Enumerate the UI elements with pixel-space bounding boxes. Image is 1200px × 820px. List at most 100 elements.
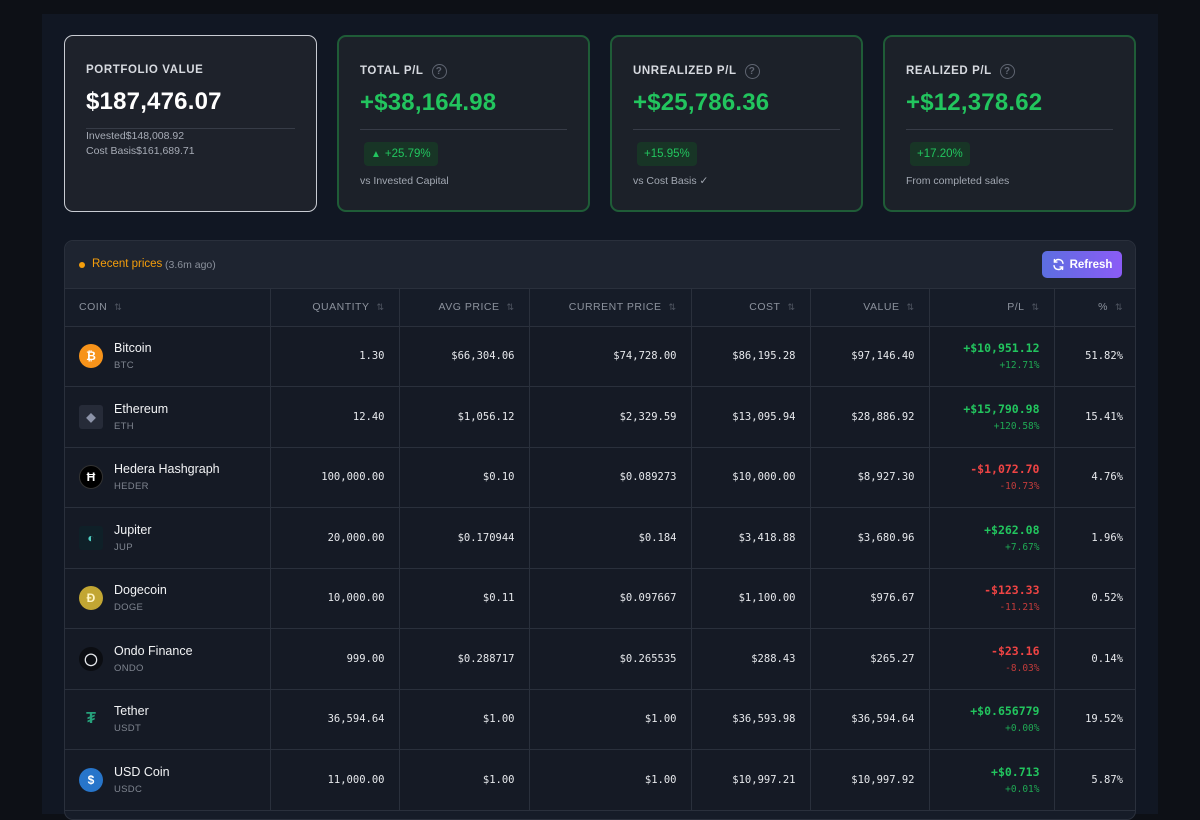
help-icon[interactable]: ?	[999, 63, 1015, 79]
holdings-rows: ₿ Bitcoin BTC 1.30 $66,304.06 $74,728.00 $86,1…	[65, 326, 1135, 811]
cost-cell: $288.43	[691, 628, 811, 690]
table-row[interactable]: ◯ Ondo Finance ONDO 999.00 $0.288717 $0.26553…	[65, 628, 1135, 690]
allocation-percent-cell: 1.96%	[1054, 507, 1135, 569]
table-row[interactable]: ◐ Jupiter JUP 20,000.00 $0.170944 $0.184 $3,41…	[65, 507, 1135, 569]
current-price-cell: $74,728.00	[529, 326, 692, 387]
value-cell: $10,997.92	[810, 749, 930, 811]
coin-symbol: JUP	[114, 541, 133, 553]
realized-pl-note: From completed sales	[906, 175, 1010, 187]
coin-header[interactable]: COIN ⇅	[65, 289, 271, 327]
coin-name: Ethereum	[114, 401, 169, 416]
ondo-icon: ◯	[79, 646, 103, 671]
table-row[interactable]: ₮ Tether USDT 36,594.64 $1.00 $1.00 $36,593.98…	[65, 689, 1135, 750]
cost-cell: $3,418.88	[691, 507, 811, 569]
pl-cell: -$1,072.70 -10.73%	[929, 447, 1055, 508]
pl-percent: -8.03%	[1005, 662, 1040, 674]
pl-percent: +0.01%	[1005, 783, 1040, 795]
pl-cell: -$23.16 -8.03%	[929, 628, 1055, 690]
value-cell: $97,146.40	[810, 326, 930, 387]
coin-symbol: DOGE	[114, 602, 144, 614]
portfolio-value-amount: $187,476.07	[86, 88, 222, 115]
pl-amount: -$123.33	[984, 583, 1040, 598]
help-icon[interactable]: ?	[431, 63, 447, 79]
coin-cell: ◐ Jupiter JUP	[65, 507, 271, 569]
pl-amount: +$0.656779	[970, 704, 1040, 719]
help-icon[interactable]: ?	[744, 63, 760, 79]
avg-price-header[interactable]: AVG PRICE ⇅	[399, 289, 530, 327]
quantity-cell: 999.00	[270, 628, 400, 690]
bitcoin-icon: ₿	[79, 344, 103, 369]
table-row[interactable]: ◆ Ethereum ETH 12.40 $1,056.12 $2,329.59 $13,0…	[65, 386, 1135, 448]
quantity-header[interactable]: QUANTITY ⇅	[270, 289, 400, 327]
coin-cell: ₿ Bitcoin BTC	[65, 326, 271, 387]
value-cell: $28,886.92	[810, 386, 930, 448]
tether-icon: ₮	[86, 710, 96, 728]
quantity-cell: 100,000.00	[270, 447, 400, 508]
coin-cell: Ð Dogecoin DOGE	[65, 568, 271, 629]
quantity-cell: 10,000.00	[270, 568, 400, 629]
cost-cell: $36,593.98	[691, 689, 811, 750]
current-price-cell: $0.265535	[529, 628, 692, 690]
cost-cell: $10,000.00	[691, 447, 811, 508]
current-price-cell: $1.00	[529, 749, 692, 811]
total-pl-amount: +$38,164.98	[360, 89, 497, 116]
coin-symbol: BTC	[114, 360, 134, 372]
cost-basis-amount: Cost Basis$161,689.71	[86, 145, 195, 157]
pl-amount: -$1,072.70	[970, 462, 1040, 477]
table-row[interactable]: ₿ Bitcoin BTC 1.30 $66,304.06 $74,728.00 $86,1…	[65, 326, 1135, 387]
invested-amount: Invested$148,008.92	[86, 130, 185, 142]
pl-amount: +$0.713	[991, 764, 1040, 779]
column-label: CURRENT PRICE	[568, 301, 662, 314]
avg-price-cell: $0.170944	[399, 507, 530, 569]
table-row[interactable]: Ð Dogecoin DOGE 10,000.00 $0.11 $0.097667 $1,1…	[65, 568, 1135, 629]
current-price-cell: $0.097667	[529, 568, 692, 629]
percent-header[interactable]: % ⇅	[1054, 289, 1135, 327]
cost-header[interactable]: COST ⇅	[691, 289, 811, 327]
ethereum-icon: ◆	[79, 404, 103, 429]
refresh-button[interactable]: Refresh	[1042, 251, 1122, 278]
cost-cell: $13,095.94	[691, 386, 811, 448]
total-pl-label: TOTAL P/L	[360, 65, 424, 77]
value-header[interactable]: VALUE ⇅	[810, 289, 930, 327]
coin-name: Dogecoin	[114, 583, 167, 598]
avg-price-cell: $1.00	[399, 749, 530, 811]
quantity-cell: 20,000.00	[270, 507, 400, 569]
pl-percent: +7.67%	[1005, 541, 1040, 553]
table-header-row: COIN ⇅ QUANTITY ⇅ AVG PRICE ⇅ CURRENT PRICE ⇅ CO…	[65, 289, 1135, 327]
summary-cards: PORTFOLIO VALUE $187,476.07 Invested$148…	[64, 35, 1136, 212]
coin-cell: ₮ Tether USDT	[65, 689, 271, 750]
usdc-icon: $	[79, 767, 103, 792]
value-cell: $3,680.96	[810, 507, 930, 569]
refresh-label: Refresh	[1069, 258, 1113, 271]
sort-icon: ⇅	[506, 302, 515, 313]
current-price-header[interactable]: CURRENT PRICE ⇅	[529, 289, 692, 327]
sort-icon: ⇅	[1031, 302, 1040, 313]
pl-cell: -$123.33 -11.21%	[929, 568, 1055, 629]
pl-header[interactable]: P/L ⇅	[929, 289, 1055, 327]
coin-name: USD Coin	[114, 764, 170, 779]
divider	[906, 129, 1113, 130]
value-cell: $976.67	[810, 568, 930, 629]
pl-amount: -$23.16	[991, 643, 1040, 658]
table-row[interactable]: Ħ Hedera Hashgraph HEDER 100,000.00 $0.10 $0.…	[65, 447, 1135, 508]
allocation-percent-cell: 0.14%	[1054, 628, 1135, 690]
allocation-percent-cell: 19.52%	[1054, 689, 1135, 750]
quantity-cell: 1.30	[270, 326, 400, 387]
allocation-percent-cell: 5.87%	[1054, 749, 1135, 811]
cost-cell: $10,997.21	[691, 749, 811, 811]
coin-cell: ◯ Ondo Finance ONDO	[65, 628, 271, 690]
column-label: QUANTITY	[312, 301, 370, 314]
holdings-panel-header: Recent prices (3.6m ago) Refresh	[65, 241, 1135, 289]
unrealized-pl-amount: +$25,786.36	[633, 89, 770, 116]
table-row[interactable]: $ USD Coin USDC 11,000.00 $1.00 $1.00 $10,997.…	[65, 749, 1135, 811]
realized-pl-card: REALIZED P/L ? +$12,378.62 +17.20% From …	[883, 35, 1136, 212]
pl-cell: +$0.656779 +0.00%	[929, 689, 1055, 750]
pl-cell: +$10,951.12 +12.71%	[929, 326, 1055, 387]
quantity-cell: 11,000.00	[270, 749, 400, 811]
realized-pl-label: REALIZED P/L	[906, 65, 992, 77]
sort-icon: ⇅	[114, 302, 123, 313]
coin-symbol: USDT	[114, 723, 142, 735]
current-price-cell: $0.089273	[529, 447, 692, 508]
value-cell: $36,594.64	[810, 689, 930, 750]
avg-price-cell: $0.11	[399, 568, 530, 629]
